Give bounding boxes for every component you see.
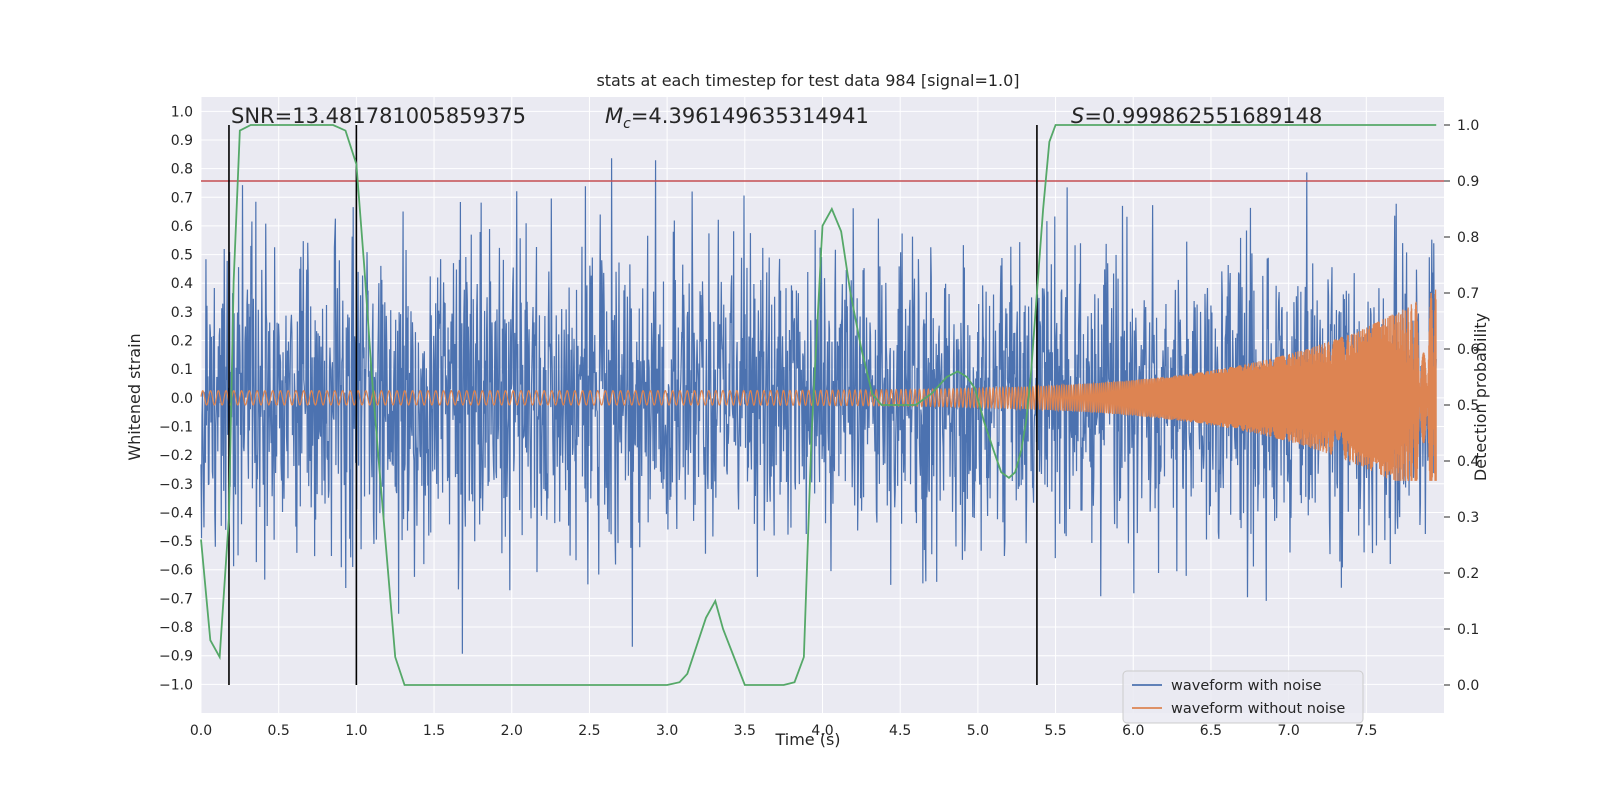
detection-probability-series — [200, 124, 1437, 686]
x-tick-label: 3.0 — [656, 723, 678, 739]
x-tick-label: 4.5 — [889, 723, 911, 739]
x-axis-label: Time (s) — [774, 730, 840, 749]
y-tick-label: 0.5 — [171, 248, 193, 264]
y-right-tick-label: 0.6 — [1457, 342, 1479, 358]
y-right-tick-label: 0.4 — [1457, 454, 1479, 470]
chirp-mass-annotation: Mc=4.396149635314941 — [605, 104, 869, 132]
y-tick-label: −1.0 — [159, 677, 193, 693]
y-tick-label: 0.9 — [171, 133, 193, 149]
y-tick-label: −0.5 — [159, 534, 193, 550]
x-tick-label: 6.5 — [1200, 723, 1222, 739]
y-tick-label: −0.9 — [159, 649, 193, 665]
snr-annotation: SNR=13.481781005859375 — [231, 104, 526, 128]
y-tick-label: −0.1 — [159, 419, 193, 435]
y-tick-label: −0.8 — [159, 620, 193, 636]
y-right-tick-label: 0.0 — [1457, 678, 1479, 694]
x-tick-label: 0.5 — [268, 723, 290, 739]
y-right-tick-label: 1.0 — [1457, 118, 1479, 134]
x-tick-label: 7.5 — [1355, 723, 1377, 739]
statistic-symbol: S — [1071, 104, 1084, 128]
y-tick-label: 0.6 — [171, 219, 193, 235]
y-right-tick-label: 0.7 — [1457, 286, 1479, 302]
x-tick-label: 1.0 — [345, 723, 367, 739]
waveform-without-noise-series — [200, 289, 1437, 481]
x-tick-label: 2.0 — [501, 723, 523, 739]
x-tick-label: 5.0 — [967, 723, 989, 739]
y-tick-label: −0.3 — [159, 477, 193, 493]
y-axis-label: Whitened strain — [125, 333, 144, 460]
legend-label-noise: waveform with noise — [1171, 678, 1322, 694]
x-tick-label: 5.5 — [1044, 723, 1066, 739]
statistic-annotation: S=0.999862551689148 — [1071, 104, 1322, 128]
statistic-value: =0.999862551689148 — [1084, 104, 1322, 128]
x-axis-ticks: 0.0 0.5 1.0 1.5 2.0 2.5 3.0 3.5 4.0 4.5 5.0 5.5 6.0 6… — [190, 723, 1378, 739]
y-right-tick-label: 0.3 — [1457, 510, 1479, 526]
chirp-mass-subscript: c — [623, 116, 631, 132]
legend: waveform with noise waveform without noi… — [1122, 670, 1364, 724]
x-tick-label: 0.0 — [190, 723, 212, 739]
y-tick-label: 0.3 — [171, 305, 193, 321]
x-tick-label: 2.5 — [578, 723, 600, 739]
x-tick-label: 4.0 — [811, 723, 833, 739]
legend-label-clean: waveform without noise — [1171, 701, 1345, 717]
y-right-tick-label: 0.1 — [1457, 622, 1479, 638]
chirp-mass-symbol: M — [605, 104, 623, 128]
y-tick-label: 0.2 — [171, 334, 193, 350]
y-right-tick-label: 0.5 — [1457, 398, 1479, 414]
y-tick-label: 0.7 — [171, 190, 193, 206]
x-tick-label: 3.5 — [734, 723, 756, 739]
y-right-tick-label: 0.2 — [1457, 566, 1479, 582]
waveform-with-noise-series — [200, 158, 1437, 654]
detection-probability-line — [200, 124, 1437, 686]
x-tick-label: 1.5 — [423, 723, 445, 739]
y-tick-label: −0.6 — [159, 563, 193, 579]
noise-waveform-line — [200, 158, 1437, 654]
y-tick-label: 0.8 — [171, 162, 193, 178]
y-right-tick-label: 0.8 — [1457, 230, 1479, 246]
x-tick-label: 7.0 — [1277, 723, 1299, 739]
chirp-mass-value: =4.396149635314941 — [631, 104, 869, 128]
clean-waveform-line — [200, 289, 1437, 481]
y-axis-ticks: −1.0 −0.9 −0.8 −0.7 −0.6 −0.5 −0.4 −0.3 −0.2 −0.1… — [159, 104, 193, 693]
marker-lines-layer — [228, 125, 1038, 685]
y-right-axis-ticks: 0.0 0.1 0.2 0.3 0.4 0.5 0.6 0.7 0.8 0.9 1.0 — [1444, 118, 1479, 694]
chart-title: stats at each timestep for test data 984… — [596, 71, 1019, 90]
legend-frame — [1122, 670, 1364, 724]
x-tick-label: 6.0 — [1122, 723, 1144, 739]
y-tick-label: 1.0 — [171, 104, 193, 120]
y-tick-label: 0.1 — [171, 362, 193, 378]
y-tick-label: 0.0 — [171, 391, 193, 407]
y-tick-label: −0.7 — [159, 591, 193, 607]
y-right-axis-label: Detection probability — [1471, 313, 1490, 481]
y-tick-label: −0.4 — [159, 505, 193, 521]
y-tick-label: 0.4 — [171, 276, 193, 292]
y-tick-label: −0.2 — [159, 448, 193, 464]
y-right-tick-label: 0.9 — [1457, 174, 1479, 190]
